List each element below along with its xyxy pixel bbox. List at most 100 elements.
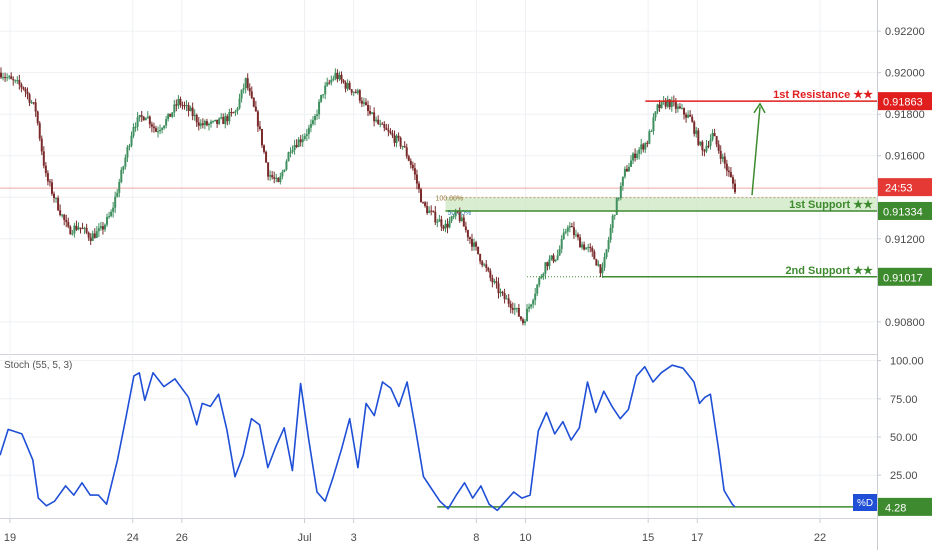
- candle-body: [218, 118, 221, 124]
- candle-body: [503, 293, 506, 300]
- candle-body: [362, 102, 365, 104]
- candle-body: [340, 74, 343, 81]
- candle-body: [232, 112, 235, 114]
- candle-body: [173, 104, 176, 113]
- candle-body: [77, 227, 80, 230]
- candle-body: [281, 171, 284, 177]
- candle-body: [523, 321, 526, 324]
- time-tick-label: 24: [127, 532, 139, 544]
- candle-body: [44, 165, 47, 174]
- candle-body: [222, 117, 225, 125]
- candle-body: [216, 119, 219, 124]
- candle-body: [705, 145, 708, 152]
- candle-body: [534, 293, 537, 301]
- candle-body: [348, 83, 351, 90]
- candle-body: [73, 225, 76, 234]
- grid-lines: [0, 0, 877, 518]
- candle-body: [666, 99, 669, 107]
- candle-body: [603, 257, 606, 268]
- candle-body: [377, 119, 380, 124]
- candle-body: [548, 259, 551, 267]
- stochastic-axis[interactable]: 100.00 75.00 50.00 25.00 4.28: [877, 356, 932, 516]
- candle-body: [91, 233, 94, 241]
- candle-body: [279, 176, 282, 182]
- candle-body: [2, 77, 5, 79]
- candle-body: [699, 141, 702, 145]
- candle-body: [179, 98, 182, 105]
- candle-body: [636, 153, 639, 159]
- candle-body: [711, 133, 714, 140]
- candle-body: [597, 264, 600, 266]
- price-pane[interactable]: 100.00%50.00% 1st Resistance ★★1st Suppo…: [0, 67, 877, 326]
- candle-body: [625, 168, 628, 172]
- candle-body: [650, 130, 653, 132]
- level-labels: 1st Resistance ★★ 1st Support ★★ 2nd Suppo…: [773, 89, 873, 277]
- candle-body: [297, 139, 300, 148]
- candle-body: [161, 128, 164, 130]
- price-tick-label: 0.91800: [885, 109, 925, 121]
- candle-body: [191, 107, 194, 117]
- time-tick-label: Jul: [298, 532, 312, 544]
- candle-body: [287, 152, 290, 162]
- level-price-badge: [878, 92, 932, 111]
- candle-body: [83, 227, 86, 229]
- candle-body: [493, 281, 496, 283]
- time-axis[interactable]: 19 24 26 Jul 3 8 10 15 17 22: [0, 519, 877, 550]
- candle-body: [411, 164, 414, 169]
- pane-divider[interactable]: [0, 354, 877, 519]
- candle-body: [144, 117, 147, 121]
- candle-body: [464, 226, 467, 231]
- candle-body: [658, 104, 661, 109]
- candle-body: [552, 255, 555, 262]
- candle-body: [652, 117, 655, 131]
- candle-body: [725, 163, 728, 171]
- candle-body: [350, 89, 353, 93]
- candle-body: [521, 319, 524, 324]
- level-label: 1st Resistance ★★: [773, 89, 873, 101]
- candle-body: [332, 78, 335, 80]
- candle-body: [664, 100, 667, 107]
- candle-body: [715, 136, 718, 145]
- candle-body: [581, 244, 584, 248]
- candle-body: [446, 223, 449, 228]
- time-tick-label: 3: [351, 532, 357, 544]
- candle-body: [356, 90, 359, 93]
- candle-body: [305, 134, 308, 136]
- candle-body: [189, 107, 192, 111]
- candle-body: [220, 117, 223, 119]
- candle-body: [734, 183, 736, 193]
- candle-body: [244, 78, 247, 89]
- candle-body: [678, 106, 681, 109]
- candle-body: [668, 99, 671, 108]
- candle-body: [513, 308, 516, 310]
- candle-body: [483, 264, 486, 266]
- price-axis[interactable]: 0.92200 0.92000 0.91800 0.91600 0.91200 0.908…: [877, 0, 932, 550]
- candle-body: [444, 223, 447, 229]
- candle-body: [344, 82, 347, 89]
- candle-body: [118, 182, 121, 193]
- candle-body: [130, 135, 133, 146]
- candle-body: [214, 119, 217, 122]
- candle-body: [729, 172, 732, 178]
- candle-body: [10, 76, 13, 80]
- candle-body: [32, 102, 35, 104]
- level-price-label: 0.91017: [883, 272, 923, 284]
- candle-body: [195, 114, 198, 123]
- candle-body: [108, 216, 111, 218]
- candle-body: [591, 247, 594, 252]
- candle-body: [538, 278, 541, 285]
- candle-body: [20, 84, 23, 88]
- stochastic-pane[interactable]: Stoch (55, 5, 3) %D: [0, 360, 877, 512]
- candle-body: [375, 119, 378, 122]
- candle-body: [265, 151, 268, 163]
- candle-body: [8, 76, 11, 78]
- candle-body: [632, 153, 635, 161]
- candle-body: [413, 168, 416, 175]
- candle-body: [134, 126, 137, 128]
- time-tick-label: 22: [814, 532, 826, 544]
- candle-body: [185, 105, 188, 107]
- candle-body: [371, 112, 374, 114]
- candle-body: [627, 166, 630, 172]
- candle-body: [689, 114, 692, 117]
